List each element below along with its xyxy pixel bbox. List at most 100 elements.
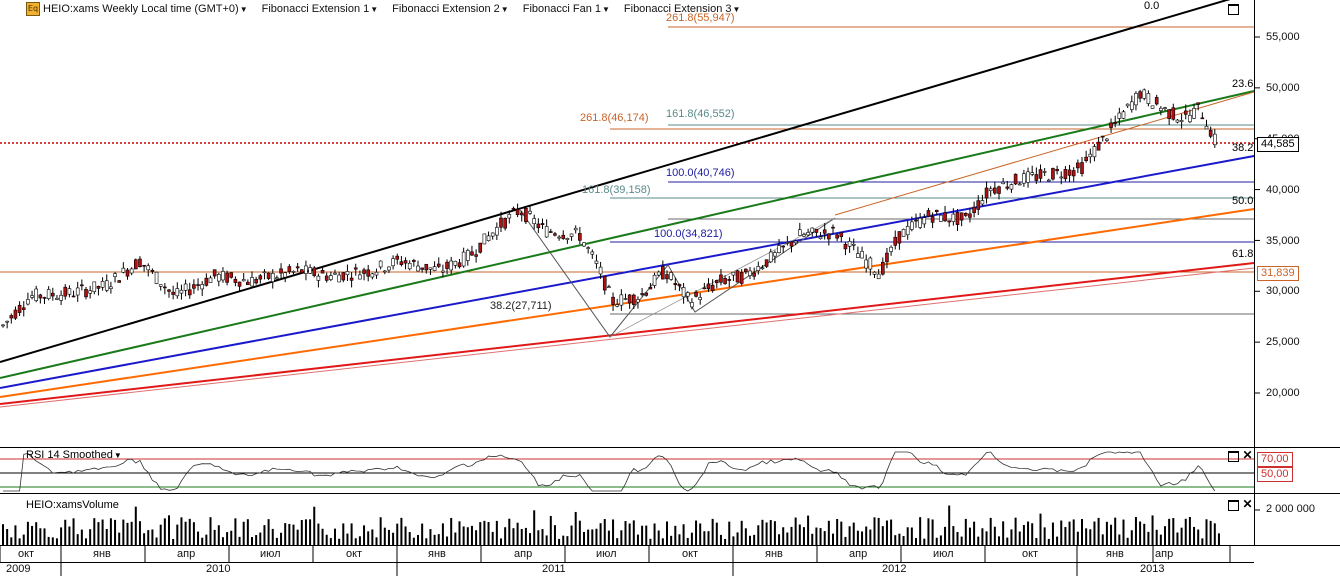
candle-down (163, 286, 167, 289)
maximize-panel-icon[interactable] (1228, 500, 1239, 511)
close-icon[interactable]: ✕ (1242, 497, 1253, 511)
volume-bar (6, 528, 9, 545)
dropdown-arrow-icon: ▼ (370, 4, 379, 14)
volume-bar (458, 521, 461, 545)
volume-bar (1110, 524, 1113, 545)
fib-fan-1-label: Fibonacci Fan 1 (522, 3, 601, 15)
volume-bar (790, 526, 793, 545)
maximize-panel-icon[interactable] (1228, 451, 1239, 462)
volume-bar (421, 523, 424, 545)
candle-up (241, 279, 246, 282)
volume-bar (292, 524, 295, 545)
volume-bar (433, 534, 436, 545)
volume-bar (736, 532, 739, 545)
volume-bar (26, 521, 29, 545)
candle-down (822, 229, 827, 234)
candles[interactable] (1, 88, 1217, 329)
volume-bar (1089, 529, 1092, 545)
volume-bar (14, 525, 17, 545)
volume-bar (832, 533, 834, 545)
candle-up (910, 221, 914, 230)
candle-down (42, 297, 47, 299)
current-price-label: 44,585 (1257, 137, 1299, 152)
volume-bar (1047, 538, 1050, 545)
candle-down (959, 212, 964, 221)
volume-bar (259, 532, 262, 545)
volume-bar (695, 520, 698, 545)
candle-down (885, 252, 889, 263)
candle-up (175, 288, 180, 297)
candle-down (752, 272, 756, 277)
volume-bar (1051, 522, 1054, 545)
candle-down (279, 268, 283, 274)
volume-bar (296, 529, 299, 545)
rsi-plot[interactable] (0, 451, 1254, 492)
rsi-level-70: 70,00 (1257, 452, 1293, 467)
volume-bar (761, 519, 764, 545)
volume-bar (201, 537, 204, 545)
candle-up (698, 297, 703, 300)
candle-up (1105, 138, 1109, 141)
fib-extension-1-menu[interactable]: Fibonacci Extension 1 ▼ (262, 3, 379, 15)
fib-extension-2-menu[interactable]: Fibonacci Extension 2 ▼ (392, 3, 509, 15)
candle-down (1055, 168, 1059, 172)
volume-bar (64, 519, 67, 545)
dropdown-arrow-icon: ▼ (239, 4, 248, 14)
candle-up (793, 240, 798, 244)
candle-up (768, 251, 773, 263)
candle-up (756, 266, 761, 272)
candle-down (1100, 135, 1105, 138)
candle-down (930, 216, 935, 223)
candle-up (864, 259, 869, 269)
candle-up (1204, 125, 1209, 130)
fan-line-61-8 (0, 262, 1255, 405)
volume-bar (558, 538, 561, 545)
volume-bar (794, 517, 797, 545)
x-month-label: окт (346, 548, 363, 560)
fib-fan-1-menu[interactable]: Fibonacci Fan 1 ▼ (523, 3, 610, 15)
volume-bar (732, 536, 735, 545)
symbol-menu[interactable]: HEIO:xams Weekly Local time (GMT+0) ▼ (43, 3, 248, 15)
rsi-title-menu[interactable]: RSI 14 Smoothed ▼ (26, 449, 122, 461)
volume-bar (143, 533, 146, 545)
candle-down (84, 288, 88, 298)
fib-extension-3-menu[interactable]: Fibonacci Extension 3 ▼ (624, 3, 741, 15)
rsi-title: RSI 14 Smoothed (26, 449, 113, 461)
volume-bar (1014, 517, 1017, 545)
volume-bar (242, 521, 245, 545)
candle-down (229, 272, 234, 278)
volume-bar (358, 536, 361, 545)
candle-up (59, 294, 63, 301)
volume-bar (927, 518, 930, 545)
candle-up (918, 217, 922, 228)
volume-bar (1072, 519, 1075, 545)
candle-down (324, 275, 329, 281)
candle-up (5, 320, 9, 323)
volume-bar (159, 524, 162, 545)
eq-logo-icon[interactable]: Eq (26, 2, 40, 16)
x-month-label: окт (682, 548, 699, 560)
candle-up (669, 272, 673, 280)
candle-down (254, 279, 258, 284)
candle-down (553, 233, 557, 236)
candle-up (1042, 171, 1047, 173)
candle-up (333, 272, 337, 275)
volume-bars[interactable] (2, 505, 1260, 545)
volume-bar (587, 529, 590, 545)
candle-down (578, 233, 582, 241)
volume-bar (109, 518, 112, 545)
maximize-panel-icon[interactable] (1228, 4, 1239, 15)
fib-label: 38.2(27,711) (490, 300, 552, 312)
candle-down (934, 209, 939, 212)
candle-up (951, 213, 956, 222)
candle-down (457, 262, 462, 268)
candle-down (134, 259, 138, 270)
volume-bar (126, 522, 129, 545)
volume-bar (773, 521, 776, 545)
close-icon[interactable]: ✕ (1242, 448, 1253, 462)
candle-up (113, 273, 117, 277)
candle-up (1175, 119, 1180, 123)
volume-bar (591, 529, 594, 545)
candle-up (407, 262, 412, 270)
